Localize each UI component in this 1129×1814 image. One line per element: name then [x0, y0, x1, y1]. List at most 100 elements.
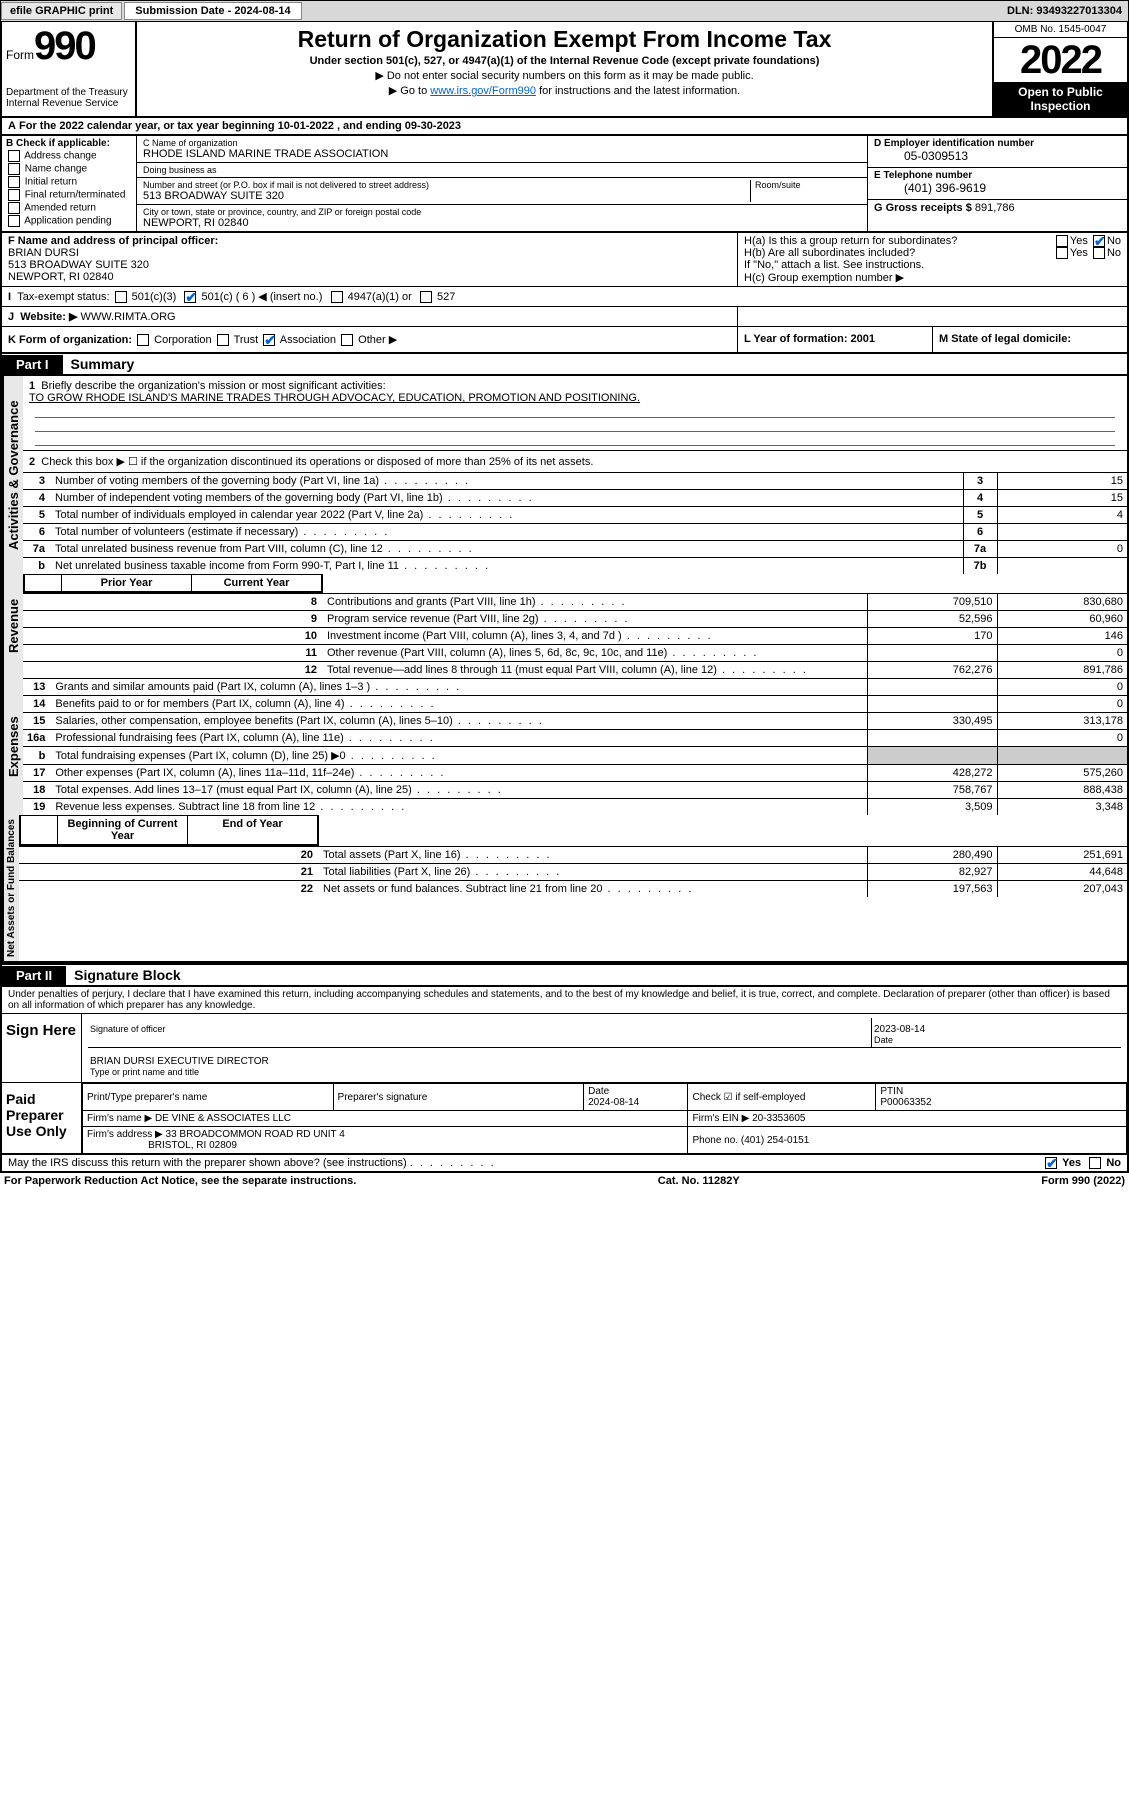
- may-discuss-row: May the IRS discuss this return with the…: [0, 1155, 1129, 1173]
- mission-text: TO GROW RHODE ISLAND'S MARINE TRADES THR…: [29, 392, 640, 404]
- ssn-warning: Do not enter social security numbers on …: [143, 69, 986, 82]
- form-number: 990: [34, 24, 95, 69]
- irs-label: Internal Revenue Service: [6, 98, 131, 109]
- mission-label: Briefly describe the organization's miss…: [41, 380, 385, 392]
- section-expenses: Expenses 13Grants and similar amounts pa…: [0, 678, 1129, 815]
- hb-yes[interactable]: [1056, 247, 1068, 259]
- chk-initial-return[interactable]: Initial return: [6, 176, 132, 188]
- ein-label: D Employer identification number: [874, 138, 1121, 149]
- part-i-bar: Part I Summary: [0, 354, 1129, 376]
- footer-left: For Paperwork Reduction Act Notice, see …: [4, 1175, 356, 1187]
- sig-officer-label: Signature of officer: [90, 1024, 869, 1034]
- chk-assoc[interactable]: [263, 334, 275, 346]
- instructions-link-line: Go to www.irs.gov/Form990 for instructio…: [143, 84, 986, 97]
- hc-label: H(c) Group exemption number ▶: [744, 271, 1121, 284]
- table-net-assets: Beginning of Current YearEnd of Year20To…: [19, 815, 1127, 897]
- table-expenses: 13Grants and similar amounts paid (Part …: [23, 678, 1127, 815]
- chk-name-change[interactable]: Name change: [6, 163, 132, 175]
- year-formation: L Year of formation: 2001: [744, 333, 875, 345]
- perjury-statement: Under penalties of perjury, I declare th…: [0, 987, 1129, 1014]
- may-no[interactable]: [1089, 1157, 1101, 1169]
- top-toolbar: efile GRAPHIC print Submission Date - 20…: [0, 0, 1129, 22]
- ha-label: H(a) Is this a group return for subordin…: [744, 235, 957, 247]
- dln-label: DLN: 93493227013304: [1007, 5, 1128, 17]
- sig-name-label: Type or print name and title: [90, 1067, 1119, 1077]
- dba-label: Doing business as: [143, 165, 861, 175]
- dept-treasury: Department of the Treasury: [6, 87, 131, 98]
- form-header: Form 990 Department of the Treasury Inte…: [0, 22, 1129, 118]
- preparer-table: Print/Type preparer's name Preparer's si…: [82, 1083, 1127, 1153]
- side-na: Net Assets or Fund Balances: [2, 815, 19, 961]
- row-j: J Website: ▶ WWW.RIMTA.ORG: [0, 307, 1129, 327]
- footer-mid: Cat. No. 11282Y: [658, 1175, 740, 1187]
- city-label: City or town, state or province, country…: [143, 207, 861, 217]
- section-revenue: Revenue Prior YearCurrent Year8Contribut…: [0, 574, 1129, 678]
- col-b-header: B Check if applicable:: [6, 138, 132, 149]
- signature-block: Sign Here Signature of officer 2023-08-1…: [0, 1014, 1129, 1155]
- phone-label: E Telephone number: [874, 170, 1121, 181]
- officer-label: F Name and address of principal officer:: [8, 235, 218, 247]
- paid-preparer-label: Paid Preparer Use Only: [2, 1083, 82, 1153]
- block-fh: F Name and address of principal officer:…: [0, 233, 1129, 287]
- form-subtitle: Under section 501(c), 527, or 4947(a)(1)…: [143, 55, 986, 67]
- website-value: WWW.RIMTA.ORG: [80, 311, 175, 323]
- submission-date: Submission Date - 2024-08-14: [124, 2, 301, 20]
- part-i-title: Summary: [63, 354, 143, 374]
- hb-no[interactable]: [1093, 247, 1105, 259]
- irs-link[interactable]: www.irs.gov/Form990: [430, 85, 536, 97]
- omb-number: OMB No. 1545-0047: [994, 22, 1127, 38]
- chk-final-return[interactable]: Final return/terminated: [6, 189, 132, 201]
- city-value: NEWPORT, RI 02840: [143, 217, 861, 229]
- section-net-assets: Net Assets or Fund Balances Beginning of…: [0, 815, 1129, 963]
- chk-corp[interactable]: [137, 334, 149, 346]
- may-yes[interactable]: [1045, 1157, 1057, 1169]
- chk-4947[interactable]: [331, 291, 343, 303]
- line2-text: Check this box ▶ ☐ if the organization d…: [41, 456, 593, 468]
- street-value: 513 BROADWAY SUITE 320: [143, 190, 750, 202]
- part-ii-bar: Part II Signature Block: [0, 963, 1129, 987]
- chk-501c[interactable]: [184, 291, 196, 303]
- chk-trust[interactable]: [217, 334, 229, 346]
- chk-527[interactable]: [420, 291, 432, 303]
- side-rev: Revenue: [2, 574, 23, 678]
- row-i: I Tax-exempt status: 501(c)(3) 501(c) ( …: [0, 287, 1129, 307]
- hb-note: If "No," attach a list. See instructions…: [744, 259, 1121, 271]
- tax-year: 2022: [994, 38, 1127, 82]
- block-bcdeg: B Check if applicable: Address change Na…: [0, 136, 1129, 233]
- ha-no[interactable]: [1093, 235, 1105, 247]
- chk-address-change[interactable]: Address change: [6, 150, 132, 162]
- open-public-1: Open to Public: [996, 85, 1125, 99]
- chk-other[interactable]: [341, 334, 353, 346]
- ha-yes[interactable]: [1056, 235, 1068, 247]
- hb-label: H(b) Are all subordinates included?: [744, 247, 915, 259]
- ein-value: 05-0309513: [874, 149, 1121, 163]
- efile-print-button[interactable]: efile GRAPHIC print: [1, 2, 122, 20]
- part-i-tab: Part I: [2, 355, 63, 374]
- row-klm: K Form of organization: Corporation Trus…: [0, 327, 1129, 354]
- suite-label: Room/suite: [755, 180, 861, 190]
- sig-name-value: BRIAN DURSI EXECUTIVE DIRECTOR: [90, 1056, 1119, 1067]
- chk-501c3[interactable]: [115, 291, 127, 303]
- side-ag: Activities & Governance: [2, 376, 23, 574]
- row-a-tax-year: A For the 2022 calendar year, or tax yea…: [0, 118, 1129, 136]
- gross-receipts-value: 891,786: [975, 202, 1015, 214]
- chk-amended-return[interactable]: Amended return: [6, 202, 132, 214]
- state-domicile: M State of legal domicile:: [939, 333, 1071, 345]
- street-label: Number and street (or P.O. box if mail i…: [143, 180, 750, 190]
- officer-addr2: NEWPORT, RI 02840: [8, 271, 114, 283]
- side-exp: Expenses: [2, 678, 23, 815]
- sig-date-value: 2023-08-14: [874, 1024, 925, 1035]
- part-ii-tab: Part II: [2, 966, 66, 985]
- section-activities-governance: Activities & Governance 1 Briefly descri…: [0, 376, 1129, 574]
- sign-here-label: Sign Here: [2, 1014, 82, 1082]
- page-footer: For Paperwork Reduction Act Notice, see …: [0, 1173, 1129, 1189]
- phone-value: (401) 396-9619: [874, 181, 1121, 195]
- table-revenue: Prior YearCurrent Year8Contributions and…: [23, 574, 1127, 678]
- gross-receipts-label: G Gross receipts $: [874, 202, 972, 214]
- sig-date-label: Date: [874, 1035, 893, 1045]
- org-name-label: C Name of organization: [143, 138, 861, 148]
- open-public-2: Inspection: [996, 99, 1125, 113]
- table-ag: 3Number of voting members of the governi…: [23, 472, 1127, 574]
- chk-application-pending[interactable]: Application pending: [6, 215, 132, 227]
- footer-right: Form 990 (2022): [1041, 1175, 1125, 1187]
